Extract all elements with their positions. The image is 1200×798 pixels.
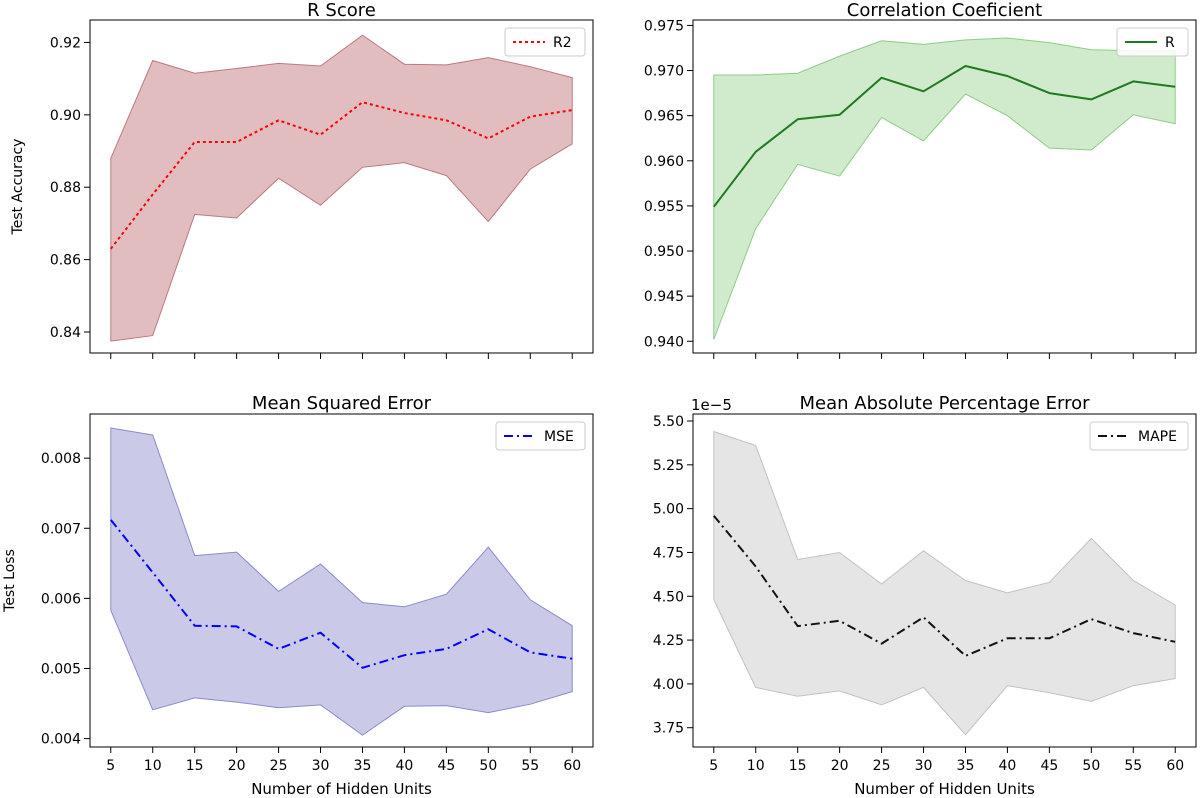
- series-line-mse: [110, 519, 573, 669]
- y-axis-label: Test Loss: [2, 549, 18, 613]
- legend: R2: [504, 27, 586, 57]
- x-tick-label: 40: [999, 758, 1017, 774]
- legend-label: R: [1165, 35, 1175, 51]
- series-line-mape: [713, 515, 1176, 657]
- x-tick-label: 10: [747, 758, 765, 774]
- chart-panel-4: Mean Absolute Percentage Error Number of …: [653, 393, 1197, 798]
- x-tick-label: 5: [106, 758, 115, 774]
- legend: MAPE: [1089, 421, 1189, 451]
- x-tick-label: 35: [354, 758, 372, 774]
- y-tick-label: 0.92: [50, 35, 81, 51]
- x-tick-label: 35: [957, 758, 975, 774]
- series-line-r2: [110, 101, 573, 250]
- y-tick-label: 0.975: [644, 18, 684, 34]
- x-tick-label: 25: [270, 758, 288, 774]
- legend: MSE: [495, 421, 586, 451]
- chart-panel-1: R Score Test Accuracy 0.84 0.86 0.88 0.90 0.92…: [10, 0, 594, 359]
- y-tick-label: 0.955: [644, 199, 684, 215]
- exponent-label: 1e−5: [691, 396, 732, 414]
- y-tick-label: 4.50: [653, 589, 684, 605]
- legend-label: MAPE: [1138, 429, 1177, 445]
- y-tick-label: 0.005: [41, 661, 81, 677]
- y-tick-label: 0.88: [50, 180, 81, 196]
- y-tick-label: 0.86: [50, 253, 81, 269]
- y-tick-label: 0.945: [644, 289, 684, 305]
- x-tick-label: 20: [831, 758, 849, 774]
- y-tick-label: 0.008: [41, 451, 81, 467]
- x-tick-label: 15: [789, 758, 807, 774]
- legend-box: [1089, 421, 1189, 451]
- x-axis-label: Number of Hidden Units: [854, 780, 1035, 798]
- y-axis-label: Test Accuracy: [10, 139, 26, 236]
- x-tick-label: 15: [186, 758, 204, 774]
- x-tick-label: 60: [563, 758, 581, 774]
- y-tick-label: 0.84: [50, 325, 81, 341]
- y-tick-label: 0.965: [644, 109, 684, 125]
- chart-title: Correlation Coeficient: [847, 0, 1042, 21]
- plot-frame: [89, 413, 594, 748]
- x-tick-label: 50: [1082, 758, 1100, 774]
- x-tick-label: 55: [1124, 758, 1142, 774]
- y-tick-label: 3.75: [653, 721, 684, 737]
- series-line-r: [713, 65, 1176, 208]
- x-tick-label: 25: [873, 758, 891, 774]
- chart-title: Mean Absolute Percentage Error: [799, 393, 1090, 414]
- x-axis-label: Number of Hidden Units: [251, 780, 432, 798]
- confidence-band-r: [713, 37, 1176, 340]
- x-tick-label: 45: [437, 758, 455, 774]
- y-tick-label: 4.75: [653, 545, 684, 561]
- y-tick-label: 0.006: [41, 591, 81, 607]
- legend-label: R2: [553, 35, 572, 51]
- y-tick-label: 5.50: [653, 414, 684, 430]
- x-tick-label: 45: [1040, 758, 1058, 774]
- plot-frame: [89, 19, 594, 354]
- x-tick-label: 5: [709, 758, 718, 774]
- x-tick-label: 40: [396, 758, 414, 774]
- confidence-band-r2: [110, 34, 573, 342]
- plot-frame: [692, 413, 1197, 748]
- x-tick-label: 55: [521, 758, 539, 774]
- x-tick-label: 10: [144, 758, 162, 774]
- y-tick-label: 4.25: [653, 633, 684, 649]
- x-tick-label: 60: [1166, 758, 1184, 774]
- x-tick-label: 50: [479, 758, 497, 774]
- y-tick-label: 0.90: [50, 108, 81, 124]
- y-tick-label: 4.00: [653, 677, 684, 693]
- x-tick-label: 30: [915, 758, 933, 774]
- confidence-band-mape: [713, 430, 1176, 736]
- chart-panel-3: Mean Squared Error Test Loss Number of Hid…: [2, 393, 594, 798]
- y-tick-label: 5.25: [653, 458, 684, 474]
- y-tick-label: 0.004: [41, 732, 81, 748]
- plot-frame: [692, 19, 1197, 354]
- x-tick-label: 30: [312, 758, 330, 774]
- confidence-band-mse: [110, 427, 573, 736]
- chart-title: R Score: [307, 0, 376, 21]
- chart-title: Mean Squared Error: [252, 393, 432, 414]
- y-tick-label: 0.950: [644, 244, 684, 260]
- x-tick-label: 20: [228, 758, 246, 774]
- y-tick-label: 0.940: [644, 334, 684, 350]
- chart-panel-2: Correlation Coeficient 0.940 0.945 0.950 0.9…: [644, 0, 1197, 359]
- y-tick-label: 5.00: [653, 502, 684, 518]
- legend-box: [495, 421, 586, 451]
- y-tick-label: 0.970: [644, 64, 684, 80]
- y-tick-label: 0.007: [41, 521, 81, 537]
- legend: R: [1116, 27, 1189, 57]
- y-tick-label: 0.960: [644, 154, 684, 170]
- legend-label: MSE: [544, 429, 574, 445]
